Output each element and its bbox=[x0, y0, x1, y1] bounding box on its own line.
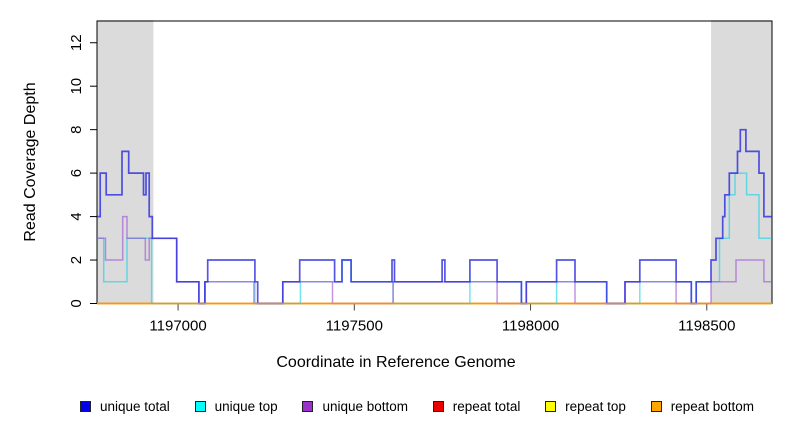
chart-legend: unique total unique top unique bottom repea… bbox=[80, 399, 754, 414]
y-tick-label: 12 bbox=[68, 34, 85, 51]
legend-swatch bbox=[302, 401, 314, 412]
y-tick-label: 2 bbox=[68, 256, 85, 264]
y-tick-label: 10 bbox=[68, 78, 85, 95]
legend-swatch bbox=[432, 401, 444, 412]
x-axis-title: Coordinate in Reference Genome bbox=[276, 354, 516, 371]
legend-item-unique-bottom: unique bottom bbox=[302, 399, 408, 414]
plot-box bbox=[96, 20, 773, 304]
highlight-region bbox=[97, 20, 154, 304]
y-tick-label: 4 bbox=[68, 212, 85, 220]
x-tick-label: 1198500 bbox=[678, 318, 735, 335]
legend-label: unique bottom bbox=[322, 399, 408, 414]
legend-label: repeat bottom bbox=[670, 399, 754, 414]
legend-swatch bbox=[545, 401, 557, 412]
legend-item-unique-top: unique top bbox=[194, 399, 278, 414]
legend-item-repeat-bottom: repeat bottom bbox=[650, 399, 754, 414]
x-tick-label: 1197500 bbox=[326, 318, 383, 335]
x-tick-label: 1198000 bbox=[502, 318, 559, 335]
y-tick-label: 8 bbox=[68, 125, 85, 133]
coverage-chart-canvas: 0 2 4 6 8 10 12 1197000 1197500 1198000 1198500 bbox=[68, 20, 773, 335]
y-tick-label: 0 bbox=[68, 299, 85, 307]
legend-item-repeat-total: repeat total bbox=[432, 399, 521, 414]
series-unique-total bbox=[97, 128, 772, 305]
legend-label: unique total bbox=[100, 399, 170, 414]
y-tick-label: 6 bbox=[68, 169, 85, 177]
legend-swatch bbox=[650, 401, 662, 412]
legend-label: repeat top bbox=[565, 399, 626, 414]
legend-swatch bbox=[194, 401, 206, 412]
y-axis-title: Read Coverage Depth bbox=[22, 82, 39, 242]
legend-item-repeat-top: repeat top bbox=[545, 399, 626, 414]
legend-label: unique top bbox=[214, 399, 278, 414]
highlight-region bbox=[711, 20, 772, 304]
x-tick-label: 1197000 bbox=[149, 318, 206, 335]
legend-swatch bbox=[80, 401, 91, 412]
legend-item-unique-total: unique total bbox=[80, 399, 170, 414]
legend-label: repeat total bbox=[452, 399, 521, 414]
